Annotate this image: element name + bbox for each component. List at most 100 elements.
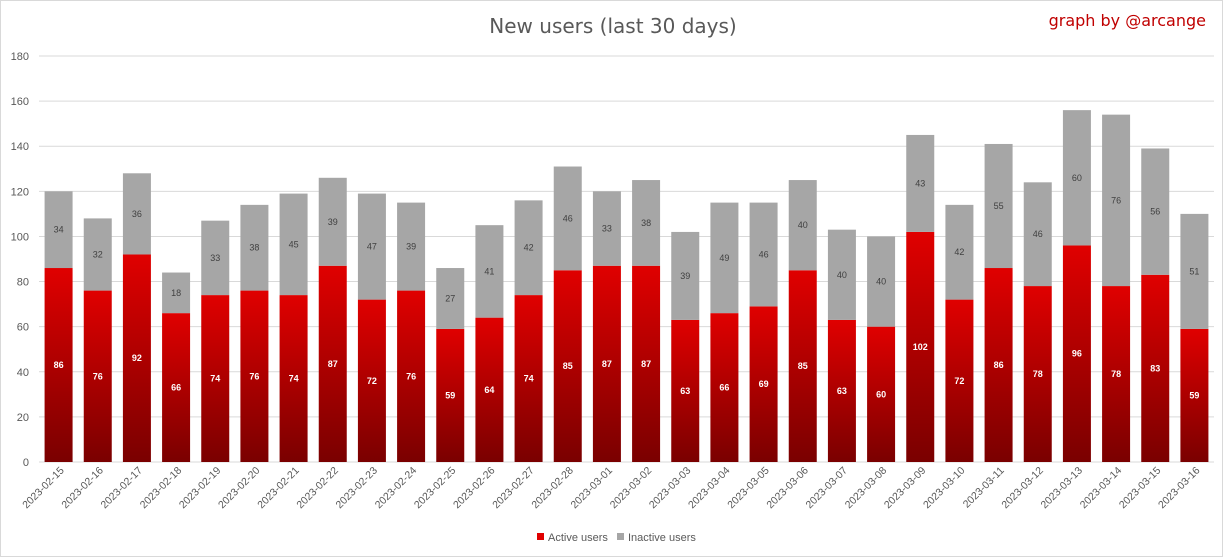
data-label-active: 85 [798,361,808,371]
bar-inactive [1023,182,1052,287]
bar-active [279,295,308,462]
bar-active [397,290,426,462]
bar-active [83,290,112,462]
data-label-active: 76 [93,371,103,381]
legend: Active users Inactive users [537,532,696,544]
x-tick-label: 2023-03-16 [1156,465,1203,512]
x-tick-label: 2023-03-10 [921,465,968,512]
x-axis-ticks: 2023-02-152023-02-162023-02-172023-02-18… [20,465,1202,512]
bar-active [749,306,778,462]
data-label-inactive: 43 [915,178,925,188]
bar-active [475,317,504,462]
bar-inactive [553,166,582,271]
bar-active [945,299,974,462]
bar-active [44,268,73,462]
data-label-inactive: 42 [954,247,964,257]
y-tick-label: 0 [23,457,29,469]
bar-inactive [357,193,386,300]
bar-active [162,313,191,462]
bar-inactive [632,180,661,266]
data-label-inactive: 39 [406,242,416,252]
data-label-inactive: 33 [602,224,612,234]
data-label-active: 87 [328,359,338,369]
data-label-inactive: 40 [837,270,847,280]
y-tick-label: 160 [11,96,29,108]
data-label-active: 85 [563,361,573,371]
bar-active [906,231,935,462]
data-label-inactive: 34 [54,225,64,235]
data-label-active: 72 [954,376,964,386]
data-label-active: 86 [54,360,64,370]
data-label-active: 74 [210,374,220,384]
y-tick-label: 60 [17,322,29,334]
bar-active [1180,328,1209,462]
data-label-inactive: 46 [759,249,769,259]
data-label-inactive: 51 [1189,266,1199,276]
data-label-inactive: 38 [641,218,651,228]
bar-active [592,265,621,462]
data-label-active: 76 [249,371,259,381]
data-label-active: 78 [1111,369,1121,379]
y-tick-label: 100 [11,231,29,243]
bar-inactive [827,229,856,320]
bar-active [671,319,700,462]
data-label-active: 78 [1033,369,1043,379]
data-label-active: 96 [1072,349,1082,359]
bar-inactive [122,173,151,255]
data-label-active: 72 [367,376,377,386]
data-label-inactive: 27 [445,293,455,303]
data-label-active: 66 [171,383,181,393]
y-tick-label: 40 [17,367,29,379]
bar-inactive [710,202,739,314]
bar-active [984,268,1013,462]
bar-active [632,265,661,462]
chart-credit: graph by @arcange [1049,11,1206,30]
data-label-inactive: 56 [1150,207,1160,217]
bar-active [122,254,151,462]
y-tick-label: 140 [11,141,29,153]
data-label-inactive: 76 [1111,195,1121,205]
bar-inactive [984,143,1013,269]
data-label-active: 74 [289,374,299,384]
bar-inactive [906,134,935,232]
bar-active [1062,245,1091,462]
data-label-active: 63 [837,386,847,396]
data-label-active: 66 [719,383,729,393]
data-label-inactive: 60 [1072,173,1082,183]
data-label-active: 60 [876,389,886,399]
bar-inactive [201,220,230,296]
data-label-active: 83 [1150,363,1160,373]
data-label-inactive: 46 [1033,229,1043,239]
data-label-inactive: 40 [798,220,808,230]
bar-inactive [1102,114,1131,287]
bar-inactive [1062,110,1091,246]
bar-inactive [945,204,974,300]
data-label-inactive: 40 [876,277,886,287]
data-label-inactive: 42 [524,243,534,253]
bar-active [1141,274,1170,462]
bar-inactive [44,191,73,269]
bar-active [710,313,739,462]
data-label-active: 92 [132,353,142,363]
y-tick-label: 80 [17,277,29,289]
bar-active [514,295,543,462]
bar-inactive [240,204,269,291]
data-label-active: 69 [759,379,769,389]
data-label-inactive: 41 [484,266,494,276]
legend-label-active: Active users [548,532,608,544]
data-label-active: 102 [913,342,928,352]
bar-active [553,270,582,462]
data-label-inactive: 38 [249,243,259,253]
bar-active [240,290,269,462]
data-label-inactive: 39 [680,271,690,281]
bar-inactive [514,200,543,296]
data-label-inactive: 49 [719,253,729,263]
bar-active [867,326,896,462]
bar-active [357,299,386,462]
y-tick-label: 180 [11,51,29,63]
data-label-active: 59 [1189,390,1199,400]
gridlines [39,55,1214,463]
data-label-inactive: 39 [328,217,338,227]
data-label-inactive: 18 [171,288,181,298]
